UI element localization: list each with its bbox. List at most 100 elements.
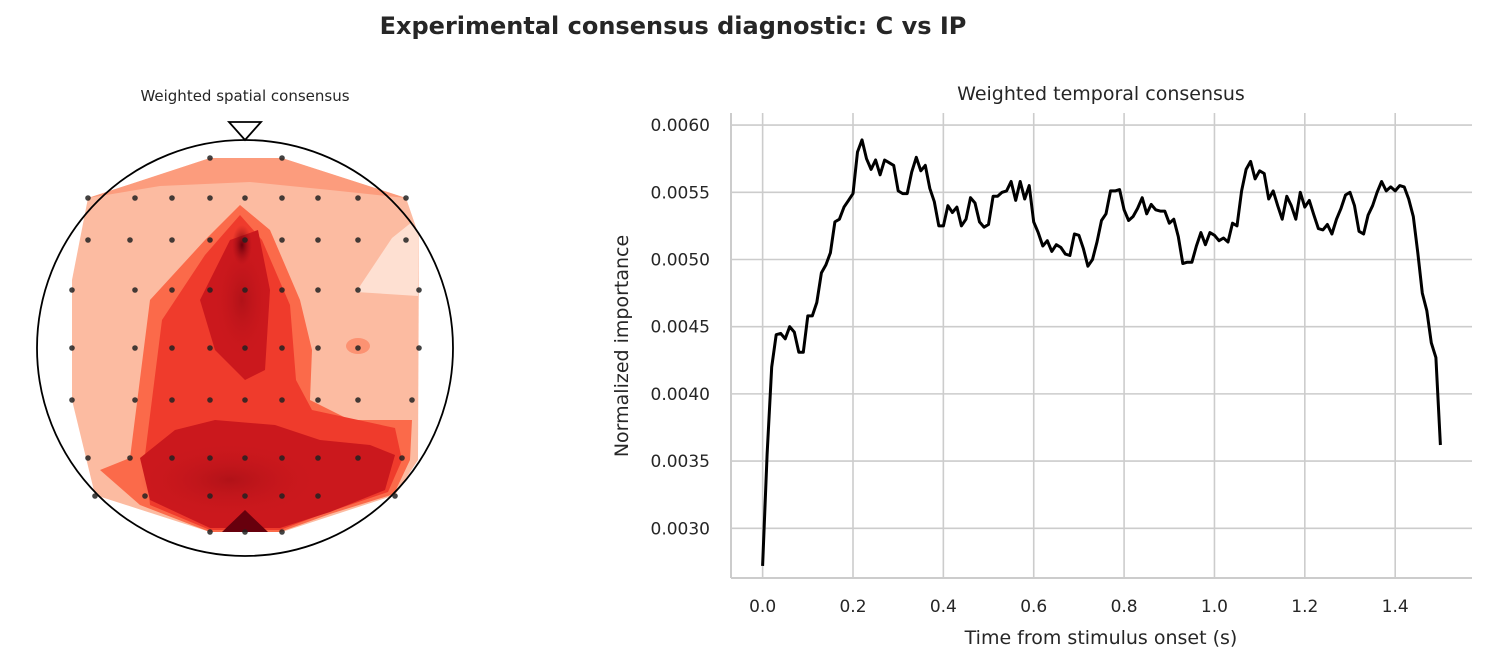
topomap-field-rim: [88, 158, 406, 198]
x-tick-label: 1.2: [1291, 597, 1318, 617]
x-tick-labels: 0.0 0.2 0.4 0.6 0.8 1.0 1.2 1.4: [749, 597, 1409, 617]
electrode-dot: [279, 345, 285, 351]
x-tick-label: 1.0: [1201, 597, 1228, 617]
electrode-dot: [315, 455, 321, 461]
x-tick-label: 0.0: [749, 597, 776, 617]
electrode-dot: [85, 237, 91, 243]
electrode-dot: [242, 529, 248, 535]
electrode-dot: [142, 493, 148, 499]
grid-vertical: [761, 113, 1396, 578]
electrode-dot: [169, 287, 175, 293]
electrode-dot: [403, 195, 409, 201]
y-tick-label: 0.0060: [651, 116, 710, 136]
electrode-dot: [279, 397, 285, 403]
electrode-dot: [279, 237, 285, 243]
electrode-dot: [132, 397, 138, 403]
y-tick-label: 0.0030: [651, 519, 710, 539]
electrode-dot: [69, 287, 75, 293]
electrode-dot: [207, 529, 213, 535]
electrode-dot: [207, 195, 213, 201]
x-tick-label: 0.4: [930, 597, 957, 617]
electrode-dot: [355, 287, 361, 293]
electrode-dot: [315, 397, 321, 403]
electrode-dot: [127, 455, 133, 461]
y-tick-labels: 0.0030 0.0035 0.0040 0.0045 0.0050 0.0055 0.00…: [651, 116, 710, 539]
x-tick-label: 0.2: [839, 597, 866, 617]
topomap-field-peak-posterior: [140, 442, 320, 518]
electrode-dot: [279, 155, 285, 161]
electrode-dot: [355, 195, 361, 201]
electrode-dot: [127, 237, 133, 243]
electrode-dot: [409, 397, 415, 403]
electrode-dot: [207, 345, 213, 351]
electrode-dot: [279, 287, 285, 293]
y-tick-label: 0.0035: [651, 452, 710, 472]
nose-marker: [226, 121, 264, 142]
electrode-dot: [315, 195, 321, 201]
topomap: [36, 121, 454, 557]
electrode-dot: [355, 397, 361, 403]
electrode-dot: [207, 493, 213, 499]
electrode-dot: [315, 237, 321, 243]
electrode-dot: [132, 345, 138, 351]
electrode-dot: [242, 237, 248, 243]
electrode-dot: [399, 455, 405, 461]
series-line: [761, 138, 1442, 566]
x-tick-label: 0.6: [1020, 597, 1047, 617]
electrode-dot: [355, 237, 361, 243]
electrode-dot: [315, 287, 321, 293]
electrode-dot: [416, 345, 422, 351]
figure-suptitle: Experimental consensus diagnostic: C vs …: [379, 12, 967, 40]
electrode-dot: [132, 287, 138, 293]
electrode-dot: [69, 397, 75, 403]
electrode-dot: [169, 455, 175, 461]
topomap-field-peak-bottom: [222, 510, 268, 532]
topomap-field-peak-center: [214, 240, 270, 360]
electrode-dot: [207, 287, 213, 293]
electrode-dot: [242, 455, 248, 461]
y-tick-label: 0.0040: [651, 385, 710, 405]
electrode-dot: [242, 397, 248, 403]
electrode-dot: [279, 455, 285, 461]
x-tick-label: 0.8: [1111, 597, 1138, 617]
electrode-dot: [279, 529, 285, 535]
electrode-dot: [169, 397, 175, 403]
electrode-dot: [279, 195, 285, 201]
electrode-dot: [169, 345, 175, 351]
electrode-dot: [315, 345, 321, 351]
electrode-dot: [392, 493, 398, 499]
electrode-dot: [132, 195, 138, 201]
electrode-dot: [416, 287, 422, 293]
line-chart-title: Weighted temporal consensus: [957, 83, 1245, 105]
electrode-dot: [69, 345, 75, 351]
electrode-dot: [242, 287, 248, 293]
x-tick-label: 1.4: [1382, 597, 1409, 617]
topomap-title: Weighted spatial consensus: [140, 87, 350, 105]
electrode-dot: [85, 455, 91, 461]
electrode-dot: [92, 493, 98, 499]
y-tick-label: 0.0055: [651, 183, 710, 203]
electrode-markers: [69, 155, 422, 535]
topomap-field: [72, 158, 419, 532]
electrode-dot: [85, 195, 91, 201]
electrode-dot: [355, 455, 361, 461]
electrode-dot: [207, 397, 213, 403]
electrode-dot: [242, 493, 248, 499]
electrode-dot: [279, 493, 285, 499]
electrode-dot: [315, 493, 321, 499]
y-tick-label: 0.0045: [651, 318, 710, 338]
electrode-dot: [169, 237, 175, 243]
electrode-dot: [207, 155, 213, 161]
electrode-dot: [355, 345, 361, 351]
grid-horizontal: [731, 124, 1472, 530]
electrode-dot: [242, 345, 248, 351]
topomap-field-peak-top: [232, 225, 252, 265]
electrode-dot: [169, 195, 175, 201]
electrode-dot: [403, 237, 409, 243]
series-points: [763, 140, 1441, 566]
y-tick-label: 0.0050: [651, 250, 710, 270]
x-axis-label: Time from stimulus onset (s): [964, 627, 1238, 649]
electrode-dot: [207, 455, 213, 461]
electrode-dot: [242, 195, 248, 201]
